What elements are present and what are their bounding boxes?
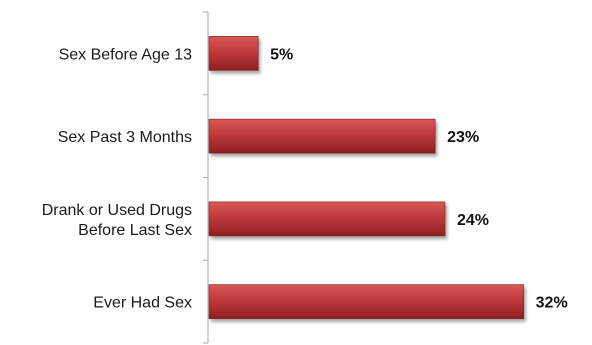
category-label: Sex Before Age 13	[59, 46, 193, 63]
category-label: Ever Had Sex	[93, 295, 192, 312]
bar	[208, 284, 524, 319]
bar	[208, 118, 436, 154]
category-label-line: Sex Past 3 Months	[58, 129, 192, 146]
category-label: Drank or Used Drugs Before Last Sex	[42, 202, 192, 239]
value-label: 23%	[447, 129, 479, 146]
bar	[208, 36, 259, 71]
value-label: 24%	[457, 212, 489, 229]
category-label: Sex Past 3 Months	[58, 129, 192, 146]
category-label-line: Ever Had Sex	[93, 295, 192, 312]
category-label-line: Before Last Sex	[78, 222, 192, 239]
category-label-line: Drank or Used Drugs	[42, 202, 192, 219]
value-label: 5%	[270, 46, 293, 63]
value-label: 32%	[536, 295, 568, 312]
category-label-line: Sex Before Age 13	[59, 46, 193, 63]
bar	[208, 201, 446, 237]
